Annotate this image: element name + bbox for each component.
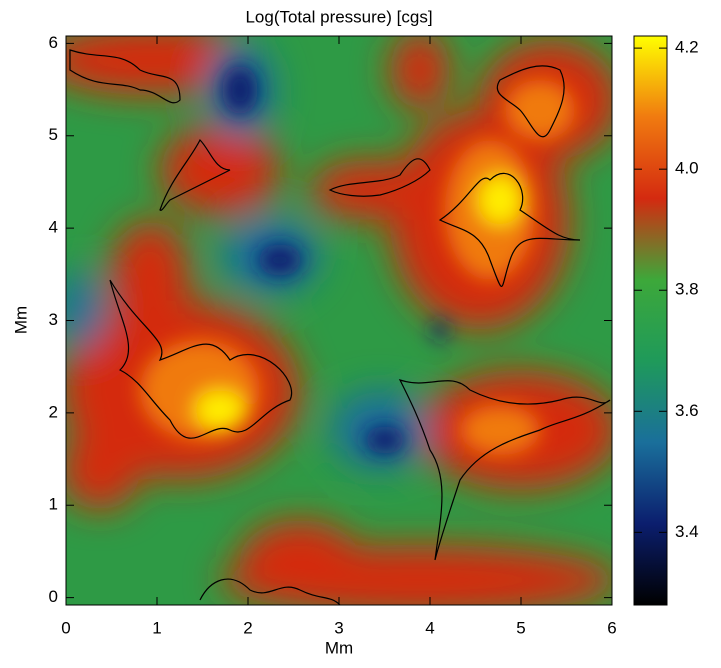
colorbar [633,35,668,606]
x-tick-label: 3 [334,618,343,637]
y-axis-label: Mm [11,306,30,334]
x-axis-label: Mm [325,638,353,657]
x-tick-label: 0 [61,618,70,637]
x-tick-label: 5 [516,618,525,637]
x-tick-label: 6 [607,618,616,637]
y-tick-label: 2 [49,402,58,421]
x-tick-label: 4 [425,618,434,637]
colorbar-tick-label: 3.8 [675,280,699,299]
colorbar-tick-label: 3.6 [675,401,699,420]
y-tick-label: 4 [49,218,58,237]
colorbar-tick-label: 3.4 [675,522,699,541]
y-tick-label: 3 [49,310,58,329]
chart-title: Log(Total pressure) [cgs] [245,7,432,26]
heatmap-field [66,36,612,605]
colorbar-tick-label: 4.2 [675,38,699,57]
colorbar-tick-label: 4.0 [675,159,699,178]
x-tick-label: 1 [152,618,161,637]
y-tick-label: 6 [49,33,58,52]
x-tick-label: 2 [243,618,252,637]
y-tick-label: 1 [49,495,58,514]
y-tick-label: 5 [49,125,58,144]
y-tick-label: 0 [49,587,58,606]
